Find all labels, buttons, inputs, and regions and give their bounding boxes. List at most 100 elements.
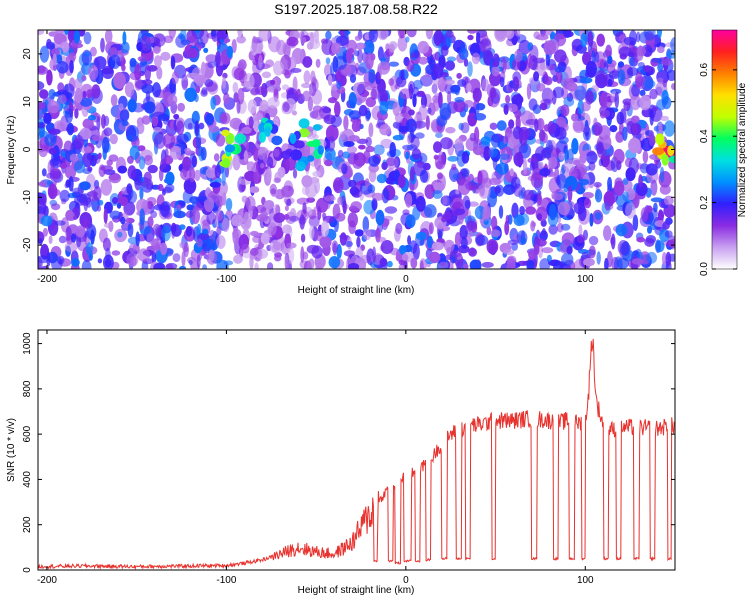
heatmap-cell [139, 208, 145, 226]
heatmap-cell [412, 243, 420, 260]
heatmap-cell [88, 64, 99, 80]
heatmap-hot-spot [264, 126, 271, 137]
heatmap-cell [540, 147, 554, 159]
heatmap-hot-spot [295, 161, 306, 172]
heatmap-cell [342, 151, 351, 159]
heatmap-cell [571, 138, 579, 155]
heatmap-cell [126, 155, 134, 164]
heatmap-cell [186, 35, 199, 47]
colorbar: 0.0 0.2 0.4 0.6 Normalized spectral amplitu… [699, 29, 748, 276]
heatmap-cell [303, 70, 311, 84]
heatmap-cell [533, 71, 540, 82]
heatmap-cell [53, 120, 67, 132]
heatmap-cell [302, 149, 311, 158]
heatmap-cell [282, 101, 290, 113]
heatmap-cell [153, 45, 161, 54]
heatmap-cell [180, 167, 192, 181]
heatmap-cell [615, 223, 628, 237]
heatmap-cell [57, 82, 65, 93]
heatmap-cell [69, 153, 79, 162]
heatmap-cell [180, 39, 191, 46]
heatmap-hot-spot [661, 154, 669, 166]
heatmap-cell [127, 165, 137, 180]
heatmap-cell [185, 226, 193, 237]
heatmap-cell [548, 204, 557, 221]
heatmap-cell [327, 74, 333, 86]
heatmap-cell [191, 208, 201, 225]
heatmap-cell [209, 181, 221, 188]
heatmap-cell [138, 56, 147, 63]
heatmap-cell [538, 161, 544, 170]
heatmap-cell [195, 196, 208, 202]
heatmap-cell [221, 76, 226, 89]
heatmap-cell [143, 171, 152, 184]
heatmap-cell [442, 211, 452, 221]
heatmap-cell [143, 101, 156, 114]
heatmap-cell [233, 254, 243, 264]
heatmap-cell [384, 206, 398, 214]
heatmap-hot-spot [298, 128, 310, 138]
heatmap-cell [296, 197, 310, 205]
heatmap-cell [598, 158, 603, 167]
heatmap-cell [596, 33, 605, 47]
heatmap-cell [89, 46, 97, 57]
heatmap-cell [320, 220, 330, 237]
heatmap-cell [335, 55, 348, 70]
heatmap-cell [630, 99, 635, 105]
heatmap-cell [65, 92, 73, 99]
heatmap-cell [504, 220, 510, 236]
heatmap-cell [463, 263, 469, 269]
heatmap-cell [365, 52, 374, 70]
heatmap-cell [605, 44, 612, 59]
heatmap-cell [141, 35, 152, 52]
heatmap-cell [181, 74, 189, 91]
heatmap-cell [160, 159, 167, 170]
heatmap-cell [490, 133, 501, 148]
heatmap-cell [171, 71, 179, 85]
heatmap-cell [216, 30, 228, 40]
heatmap-cell [447, 155, 459, 162]
heatmap-cell [273, 148, 280, 158]
heatmap-cell [398, 259, 406, 266]
heatmap-y-tick-label: 0 [22, 146, 33, 152]
heatmap-cell [536, 192, 543, 206]
heatmap-cell [283, 214, 290, 220]
heatmap-cell [529, 161, 535, 171]
heatmap-cell [215, 51, 221, 67]
heatmap-cell [486, 226, 492, 236]
heatmap-cell [203, 47, 209, 54]
heatmap-cell [65, 226, 72, 242]
heatmap-cell [127, 98, 137, 113]
heatmap-cell [122, 31, 127, 45]
heatmap-cell [368, 122, 374, 138]
heatmap-cell [214, 164, 221, 179]
heatmap-cell [358, 144, 366, 150]
heatmap-cell [623, 36, 637, 46]
heatmap-cell [143, 154, 153, 166]
heatmap-hot-spot [221, 158, 231, 168]
heatmap-cell [156, 66, 163, 80]
heatmap-cell [263, 200, 275, 210]
heatmap-cell [306, 197, 316, 203]
heatmap-cell [354, 50, 360, 57]
heatmap-cell [70, 233, 77, 244]
heatmap-cell [660, 115, 669, 122]
heatmap-cell [216, 226, 222, 236]
heatmap-cell [113, 72, 126, 89]
heatmap-cell [535, 206, 548, 222]
heatmap-cell [126, 183, 133, 195]
heatmap-cell [525, 119, 539, 125]
heatmap-cell [354, 229, 364, 237]
heatmap-cell [152, 82, 161, 98]
heatmap-cell [144, 64, 151, 82]
heatmap-cell [481, 212, 489, 222]
heatmap-cell [74, 108, 79, 119]
heatmap-cell [250, 247, 259, 256]
heatmap-cell [404, 193, 413, 208]
snr-y-tick-label: 600 [22, 425, 33, 442]
heatmap-cell [662, 221, 670, 230]
heatmap-x-ticks: -200 -100 0 100 [37, 30, 594, 285]
heatmap-cell [200, 147, 207, 161]
heatmap-cell [528, 98, 538, 111]
